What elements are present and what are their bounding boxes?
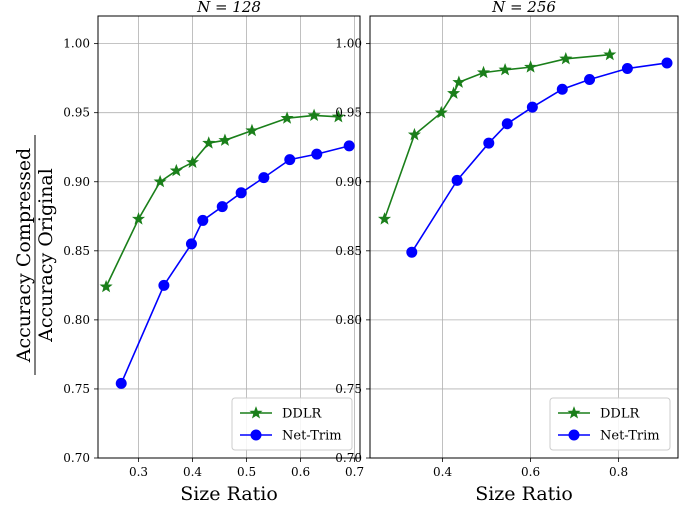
- data-point-net-trim: [526, 101, 538, 113]
- legend: DDLR Net-Trim: [549, 397, 671, 451]
- x-tick-label: 0.3: [129, 465, 148, 479]
- plot-frame: [369, 15, 679, 459]
- data-point-ddlr: [153, 174, 167, 188]
- y-tick-label: 0.80: [63, 313, 90, 327]
- x-tick-label: 0.6: [521, 465, 540, 479]
- legend-entry-ddlr: DDLR: [282, 407, 322, 422]
- series-line-ddlr: [383, 53, 610, 220]
- data-point-ddlr: [498, 63, 512, 76]
- data-point-ddlr: [169, 163, 183, 177]
- data-point-net-trim: [197, 214, 209, 226]
- data-point-net-trim: [258, 172, 270, 184]
- legend-entry-net-trim: Net-Trim: [600, 429, 660, 444]
- data-point-ddlr: [186, 155, 200, 168]
- data-point-ddlr: [476, 65, 491, 79]
- data-point-net-trim: [115, 377, 127, 389]
- data-point-ddlr: [377, 212, 392, 225]
- y-tick-label: 0.75: [335, 382, 362, 396]
- data-point-ddlr: [99, 279, 113, 293]
- legend: DDLR Net-Trim: [231, 397, 353, 451]
- legend-marker-net-trim: [568, 429, 580, 441]
- y-tick-label: 0.90: [63, 175, 90, 189]
- data-point-net-trim: [406, 246, 418, 258]
- data-point-net-trim: [483, 137, 495, 149]
- data-point-ddlr: [280, 111, 294, 124]
- y-tick-label: 0.80: [335, 313, 362, 327]
- data-point-ddlr: [218, 133, 232, 146]
- data-point-net-trim: [501, 118, 513, 130]
- x-tick-label: 0.8: [609, 465, 628, 479]
- data-point-net-trim: [451, 174, 463, 186]
- x-axis-label: Size Ratio: [475, 483, 573, 505]
- data-point-ddlr: [202, 136, 216, 149]
- data-point-ddlr: [131, 212, 146, 225]
- data-point-ddlr: [603, 47, 617, 61]
- data-point-net-trim: [556, 83, 568, 95]
- data-point-net-trim: [185, 238, 197, 250]
- data-point-net-trim: [158, 279, 170, 291]
- data-point-net-trim: [661, 57, 673, 69]
- x-tick-label: 0.4: [183, 465, 202, 479]
- data-point-ddlr: [452, 75, 466, 88]
- x-tick-label: 0.6: [291, 465, 310, 479]
- data-point-net-trim: [584, 74, 596, 86]
- y-tick-label: 0.90: [335, 175, 362, 189]
- y-tick-label: 0.95: [63, 106, 90, 120]
- y-tick-label: 0.70: [63, 451, 90, 465]
- data-point-ddlr: [447, 86, 461, 99]
- y-tick-label: 0.75: [63, 382, 90, 396]
- data-point-net-trim: [621, 62, 633, 74]
- legend-marker-ddlr: [567, 406, 581, 419]
- data-point-ddlr: [245, 123, 259, 137]
- legend-marker-net-trim: [250, 429, 262, 441]
- data-point-net-trim: [343, 140, 355, 152]
- y-axis-label-numerator: Accuracy Compressed: [13, 148, 35, 363]
- y-tick-label: 0.70: [335, 451, 362, 465]
- x-tick-label: 0.4: [433, 465, 452, 479]
- data-point-net-trim: [235, 187, 247, 199]
- legend-entry-ddlr: DDLR: [600, 407, 640, 422]
- data-point-ddlr: [524, 60, 538, 73]
- chart-panel-n128: 0.3 0.4 0.5 0.6 0.70.700.750.800.850.900.951…: [63, 0, 364, 505]
- chart-title: N = 256: [491, 0, 556, 16]
- y-tick-label: 1.00: [335, 37, 362, 51]
- series-line-net-trim: [120, 145, 350, 384]
- data-point-ddlr: [407, 127, 421, 141]
- plot-frame: [97, 15, 361, 459]
- data-point-net-trim: [216, 201, 228, 213]
- legend-entry-net-trim: Net-Trim: [282, 429, 342, 444]
- data-point-ddlr: [307, 108, 321, 121]
- data-point-net-trim: [284, 154, 296, 166]
- x-tick-label: 0.5: [237, 465, 256, 479]
- legend-marker-ddlr: [249, 406, 263, 419]
- y-axis-label-denominator: Accuracy Original: [35, 168, 57, 343]
- y-tick-label: 0.95: [335, 106, 362, 120]
- data-point-net-trim: [311, 148, 323, 160]
- y-tick-label: 0.85: [63, 244, 90, 258]
- x-tick-label: 0.7: [345, 465, 364, 479]
- data-point-ddlr: [434, 105, 448, 119]
- y-tick-label: 1.00: [63, 37, 90, 51]
- data-point-ddlr: [559, 51, 573, 65]
- y-tick-label: 0.85: [335, 244, 362, 258]
- x-axis-label: Size Ratio: [180, 483, 278, 505]
- y-axis-label: Accuracy Compressed Accuracy Original: [13, 135, 57, 375]
- chart-title: N = 128: [196, 0, 261, 16]
- data-point-ddlr: [331, 109, 345, 123]
- chart-panel-n256: 0.4 0.6 0.8 0.70 0.75 0.80 0.85 0.90 0.95 1.00 N =…: [335, 0, 679, 505]
